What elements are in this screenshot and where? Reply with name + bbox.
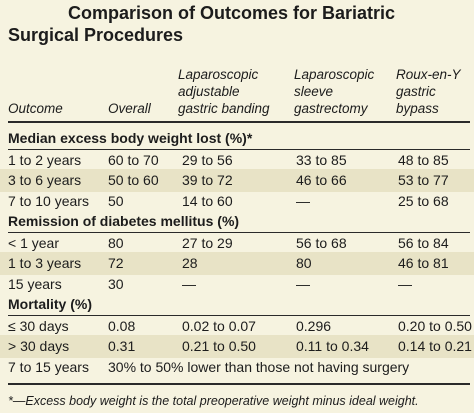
row-5-rygb: 46 to 81 [398, 255, 449, 271]
row-5-lagb: 28 [182, 255, 198, 271]
row-3-rygb: 25 to 68 [398, 193, 449, 209]
row-2-lagb: 39 to 72 [182, 172, 233, 188]
row-7-rygb: 0.20 to 0.50 [398, 318, 472, 334]
band-row-2 [0, 169, 474, 192]
row-7-lagb: 0.02 to 0.07 [182, 318, 256, 334]
row-9-outcome: 7 to 15 years [8, 359, 89, 375]
header-lagb-line-2: adjustable [178, 84, 240, 99]
row-6-lagb: — [182, 276, 196, 292]
row-4-outcome: < 1 year [8, 235, 59, 251]
header-outcome: Outcome [8, 101, 63, 116]
row-4-lsg: 56 to 68 [296, 235, 347, 251]
row-8-overall: 0.31 [108, 338, 136, 354]
section-rule-weight [8, 149, 470, 150]
header-lagb: Laparoscopic adjustable gastric banding [178, 66, 270, 117]
row-4-lagb: 27 to 29 [182, 235, 233, 251]
row-7-lsg: 0.296 [296, 318, 332, 334]
band-row-5 [0, 252, 474, 275]
header-rygb-line-2: gastric [396, 84, 436, 99]
section-title-mortality: Mortality (%) [8, 296, 92, 312]
header-lagb-line-3: gastric banding [178, 101, 270, 116]
header-rygb-line-1: Roux-en-Y [396, 67, 461, 82]
row-6-rygb: — [398, 276, 412, 292]
section-title-weight: Median excess body weight lost (%)* [8, 130, 253, 146]
band-row-8 [0, 335, 474, 358]
row-3-outcome: 7 to 10 years [8, 193, 89, 209]
row-6-lsg: — [296, 276, 310, 292]
header-lsg-line-2: sleeve [294, 84, 334, 99]
header-lsg-line-3: gastrectomy [294, 101, 368, 116]
row-3-overall: 50 [108, 193, 124, 209]
row-7-overall: 0.08 [108, 318, 136, 334]
header-overall: Overall [108, 101, 151, 116]
row-1-outcome: 1 to 2 years [8, 152, 82, 168]
row-8-lagb: 0.21 to 0.50 [182, 338, 256, 354]
row-1-overall: 60 to 70 [108, 152, 159, 168]
header-rygb-line-3: bypass [396, 101, 439, 116]
row-8-lsg: 0.11 to 0.34 [296, 338, 369, 354]
header-lsg: Laparoscopic sleeve gastrectomy [294, 66, 374, 117]
row-7-outcome: ≤ 30 days [8, 318, 69, 334]
row-2-lsg: 46 to 66 [296, 172, 347, 188]
row-3-lsg: — [296, 193, 310, 209]
section-rule-diabetes [8, 232, 470, 233]
row-8-outcome: > 30 days [8, 338, 70, 354]
header-rule [8, 121, 470, 123]
row-1-lsg: 33 to 85 [296, 152, 347, 168]
row-4-rygb: 56 to 84 [398, 235, 449, 251]
row-5-overall: 72 [108, 255, 124, 271]
row-5-outcome: 1 to 3 years [8, 255, 82, 271]
row-1-lagb: 29 to 56 [182, 152, 233, 168]
row-2-outcome: 3 to 6 years [8, 172, 82, 188]
header-lsg-line-1: Laparoscopic [294, 67, 375, 82]
row-9-span-value: 30% to 50% lower than those not having s… [108, 359, 410, 375]
row-2-overall: 50 to 60 [108, 172, 159, 188]
row-5-lsg: 80 [296, 255, 312, 271]
header-rygb: Roux-en-Y gastric bypass [396, 66, 461, 117]
row-4-overall: 80 [108, 235, 124, 251]
row-6-outcome: 15 years [8, 276, 62, 292]
row-8-rygb: 0.14 to 0.21 [398, 338, 472, 354]
bottom-rule [8, 383, 470, 385]
section-title-diabetes: Remission of diabetes mellitus (%) [8, 213, 240, 229]
footnote: *—Excess body weight is the total preope… [8, 394, 419, 408]
table-title: Comparison of Outcomes for Bariatric Sur… [8, 3, 396, 45]
section-rule-mortality [8, 315, 470, 316]
row-6-overall: 30 [108, 276, 124, 292]
header-lagb-line-1: Laparoscopic [178, 67, 259, 82]
row-3-lagb: 14 to 60 [182, 193, 233, 209]
row-1-rygb: 48 to 85 [398, 152, 449, 168]
row-2-rygb: 53 to 77 [398, 172, 449, 188]
